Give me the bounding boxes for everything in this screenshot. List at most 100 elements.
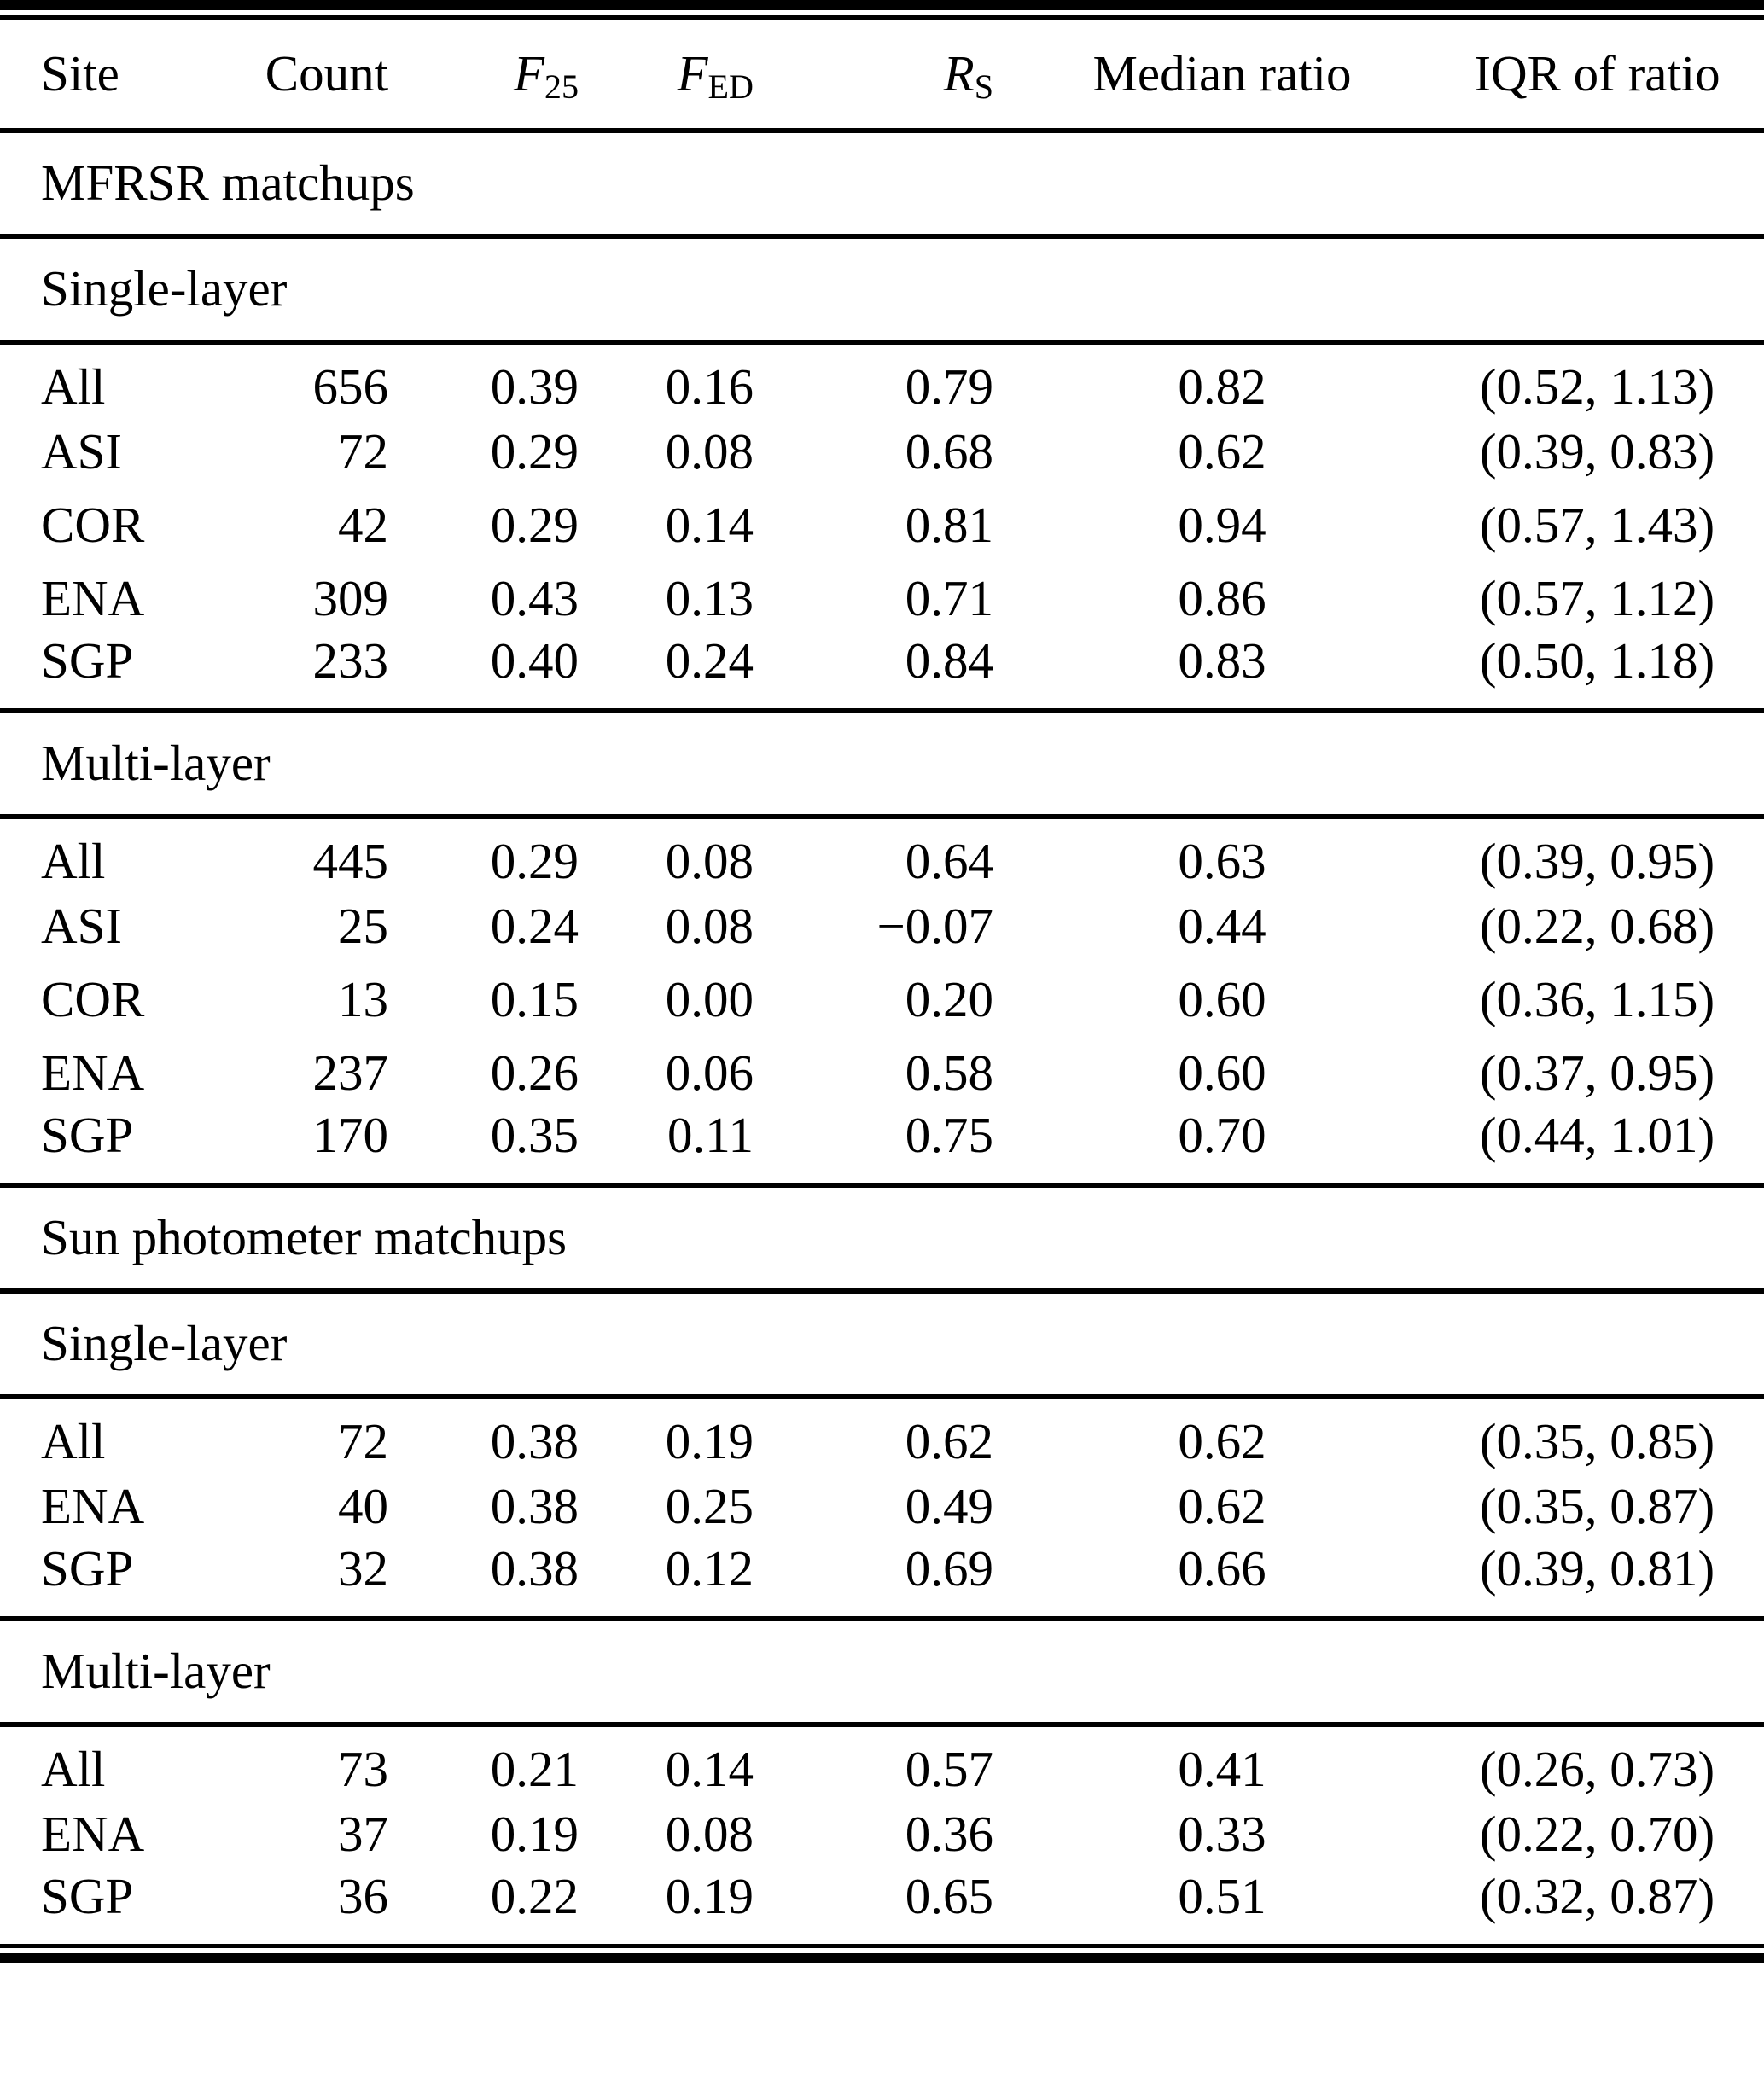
cell-site: SGP [41,1867,134,1924]
cell-site: SGP [41,631,134,689]
cell-rs: 0.84 [905,631,993,689]
subsection-header-single-layer: Single-layer [0,233,1764,345]
cell-median-ratio: 0.51 [1178,1867,1266,1924]
cell-rs: 0.62 [905,1412,993,1469]
cell-rs: 0.20 [905,971,993,1027]
cell-iqr: (0.36, 1.15) [1479,971,1715,1027]
cell-count: 233 [312,631,389,689]
cell-f25: 0.38 [490,1412,579,1469]
cell-count: 445 [312,832,389,889]
cell-count: 32 [338,1539,388,1597]
subsection-header-multi-layer: Multi-layer [0,1615,1764,1727]
cell-median-ratio: 0.33 [1178,1806,1266,1862]
table-row: All 73 0.21 0.14 0.57 0.41 (0.26, 0.73) [0,1725,1764,1798]
cell-site: ENA [41,1806,145,1862]
cell-fed: 0.08 [665,423,754,480]
cell-f25: 0.24 [490,898,579,954]
cell-site: All [41,1412,106,1469]
cell-median-ratio: 0.41 [1178,1740,1266,1797]
table-row: SGP 233 0.40 0.24 0.84 0.83 (0.50, 1.18) [0,631,1764,711]
cell-f25: 0.29 [490,423,579,480]
table-row: SGP 170 0.35 0.11 0.75 0.70 (0.44, 1.01) [0,1106,1764,1185]
cell-rs: 0.64 [905,832,993,889]
cell-fed: 0.16 [665,358,754,415]
cell-f25: 0.21 [490,1740,579,1797]
cell-fed: 0.19 [665,1412,754,1469]
f25-subscript: 25 [544,67,579,106]
subsection-header-label: Single-layer [0,1288,1764,1399]
cell-f25: 0.15 [490,971,579,1027]
subsection-header-label: Single-layer [0,233,1764,345]
cell-site: ENA [41,1044,145,1101]
cell-iqr: (0.26, 0.73) [1479,1740,1715,1797]
cell-iqr: (0.22, 0.68) [1479,898,1715,954]
cell-count: 36 [338,1867,388,1924]
table-row: COR 13 0.15 0.00 0.20 0.60 (0.36, 1.15) [0,963,1764,1037]
rs-symbol: R [943,44,975,102]
fed-symbol: F [677,44,708,102]
table-row: ASI 72 0.29 0.08 0.68 0.62 (0.39, 0.83) [0,416,1764,489]
table-header-row: Site Count F25 FED RS Median ratio IQR o… [0,17,1764,133]
cell-count: 309 [312,570,389,626]
cell-count: 72 [338,1412,388,1469]
cell-iqr: (0.44, 1.01) [1479,1106,1715,1163]
cell-fed: 0.08 [665,832,754,889]
cell-iqr: (0.39, 0.95) [1479,832,1715,889]
column-header-fed: FED [579,17,754,133]
column-header-iqr-of-ratio: IQR of ratio [1451,17,1764,133]
cell-rs: −0.07 [876,898,993,954]
cell-median-ratio: 0.62 [1178,1412,1266,1469]
table-row: All 72 0.38 0.19 0.62 0.62 (0.35, 0.85) [0,1397,1764,1470]
cell-f25: 0.38 [490,1539,579,1597]
cell-rs: 0.49 [905,1478,993,1534]
cell-site: ENA [41,1478,145,1534]
cell-count: 237 [312,1044,389,1101]
table-row: ENA 237 0.26 0.06 0.58 0.60 (0.37, 0.95) [0,1037,1764,1110]
cell-iqr: (0.57, 1.43) [1479,497,1715,553]
cell-count: 42 [338,497,388,553]
cell-site: All [41,832,106,889]
cell-f25: 0.26 [490,1044,579,1101]
subsection-header-label: Multi-layer [0,707,1764,819]
cell-count: 25 [338,898,388,954]
cell-count: 170 [312,1106,389,1163]
group-header-label: MFRSR matchups [0,127,1764,239]
cell-rs: 0.81 [905,497,993,553]
cell-fed: 0.14 [665,1740,754,1797]
cell-rs: 0.36 [905,1806,993,1862]
cell-f25: 0.40 [490,631,579,689]
cell-site: ASI [41,423,123,480]
cell-fed: 0.08 [665,898,754,954]
cell-rs: 0.57 [905,1740,993,1797]
cell-fed: 0.25 [665,1478,754,1534]
table-row: ENA 37 0.19 0.08 0.36 0.33 (0.22, 0.70) [0,1798,1764,1871]
cell-median-ratio: 0.83 [1178,631,1266,689]
cell-f25: 0.43 [490,570,579,626]
column-header-count: Count [196,17,388,133]
subsection-header-multi-layer: Multi-layer [0,707,1764,819]
cell-median-ratio: 0.44 [1178,898,1266,954]
cell-rs: 0.75 [905,1106,993,1163]
cell-median-ratio: 0.86 [1178,570,1266,626]
table-row: ENA 309 0.43 0.13 0.71 0.86 (0.57, 1.12) [0,562,1764,636]
cell-iqr: (0.39, 0.83) [1479,423,1715,480]
cell-rs: 0.71 [905,570,993,626]
cell-site: SGP [41,1539,134,1597]
group-header-mfrsr-matchups: MFRSR matchups [0,127,1764,239]
cell-iqr: (0.22, 0.70) [1479,1806,1715,1862]
cell-median-ratio: 0.66 [1178,1539,1266,1597]
cell-median-ratio: 0.60 [1178,971,1266,1027]
cell-count: 40 [338,1478,388,1534]
subsection-header-single-layer: Single-layer [0,1288,1764,1399]
cell-median-ratio: 0.62 [1178,1478,1266,1534]
fed-subscript: ED [707,67,754,106]
column-header-site: Site [0,17,196,133]
cell-iqr: (0.35, 0.85) [1479,1412,1715,1469]
cell-count: 656 [312,358,389,415]
cell-fed: 0.06 [665,1044,754,1101]
cell-rs: 0.58 [905,1044,993,1101]
cell-iqr: (0.39, 0.81) [1479,1539,1715,1597]
cell-count: 37 [338,1806,388,1862]
table-row: SGP 36 0.22 0.19 0.65 0.51 (0.32, 0.87) [0,1867,1764,1946]
cell-count: 13 [338,971,388,1027]
